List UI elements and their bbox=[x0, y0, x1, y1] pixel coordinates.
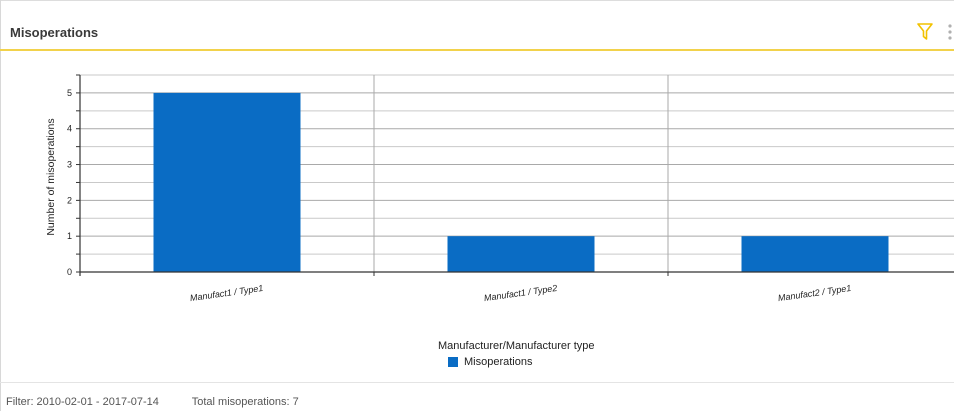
legend-label: Misoperations bbox=[464, 356, 533, 368]
footer-divider bbox=[0, 382, 954, 383]
bar-2 bbox=[447, 236, 595, 272]
more-vertical-icon[interactable] bbox=[945, 23, 954, 41]
filter-icon[interactable] bbox=[917, 23, 933, 41]
chart-bars bbox=[153, 92, 889, 272]
y-tick-label: 4 bbox=[67, 124, 72, 134]
bar-chart: 0 1 2 3 4 5 Manufact1 / Type1 Manufact1 / Type2… bbox=[45, 74, 954, 303]
legend-item-misoperations[interactable]: Misoperations bbox=[448, 356, 532, 368]
panel-header: Misoperations bbox=[0, 1, 954, 51]
x-axis-title: Manufacturer/Manufacturer type bbox=[438, 340, 595, 352]
y-tick-label: 3 bbox=[67, 160, 72, 170]
panel-top-border bbox=[0, 0, 954, 1]
y-tick-label: 1 bbox=[67, 231, 72, 241]
y-tick-label: 2 bbox=[67, 195, 72, 205]
y-axis-title: Number of misoperations bbox=[45, 118, 57, 235]
x-tick-label: Manufact1 / Type2 bbox=[483, 283, 558, 303]
panel-footer: Filter: 2010-02-01 - 2017-07-14 Total mi… bbox=[6, 396, 329, 408]
legend-swatch bbox=[448, 357, 458, 367]
bar-1 bbox=[153, 92, 301, 272]
x-tick-label: Manufact2 / Type1 bbox=[777, 283, 852, 303]
bar-3 bbox=[741, 236, 889, 272]
y-tick-label: 5 bbox=[67, 88, 72, 98]
panel-left-border bbox=[0, 0, 1, 411]
panel-title: Misoperations bbox=[10, 25, 99, 40]
total-misoperations-text: Total misoperations: 7 bbox=[191, 396, 299, 408]
y-tick-label: 0 bbox=[67, 267, 72, 277]
x-tick-label: Manufact1 / Type1 bbox=[189, 283, 264, 303]
filter-range-text: Filter: 2010-02-01 - 2017-07-14 bbox=[6, 396, 159, 408]
